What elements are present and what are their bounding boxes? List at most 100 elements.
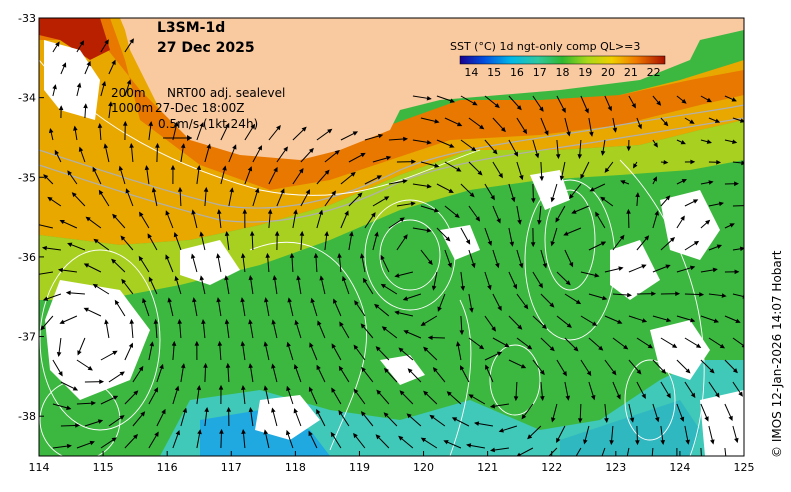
current-arrowhead [635, 192, 640, 198]
current-arrowhead [656, 100, 662, 106]
current-arrowhead [550, 197, 556, 203]
current-arrowhead [403, 234, 408, 240]
current-arrowhead [218, 384, 224, 390]
current-arrowhead [101, 80, 107, 87]
current-arrowhead [690, 317, 696, 323]
current-arrowhead [310, 297, 315, 303]
current-arrowhead [487, 240, 492, 247]
current-arrowhead [182, 407, 188, 413]
current-arrowhead [671, 343, 678, 348]
current-arrowhead [271, 363, 276, 369]
current-arrowhead [309, 342, 314, 348]
current-arrowhead [129, 318, 135, 324]
current-arrowhead [247, 166, 253, 172]
current-arrowhead [641, 393, 646, 399]
current-arrowhead [609, 440, 614, 446]
current-arrowhead [97, 419, 104, 424]
current-arrowhead [313, 252, 319, 258]
current-arrowhead [573, 346, 579, 352]
current-arrowhead [206, 143, 211, 149]
current-arrowhead [333, 298, 338, 304]
current-arrowhead [394, 273, 400, 278]
current-arrowhead [180, 143, 186, 149]
current-arrowhead [199, 121, 204, 128]
current-arrowhead [399, 217, 405, 222]
current-arrowhead [568, 261, 574, 268]
current-arrowhead [180, 363, 186, 369]
current-arrowhead [316, 408, 321, 415]
current-arrowhead [331, 343, 336, 349]
current-arrowhead [87, 365, 93, 371]
current-arrowhead [710, 439, 715, 445]
current-arrowhead [177, 186, 183, 192]
current-arrowhead [305, 189, 311, 195]
colorbar-gradient [459, 55, 666, 65]
current-arrowhead [663, 121, 669, 127]
current-arrowhead [517, 324, 523, 330]
current-arrowhead [272, 275, 278, 281]
current-arrowhead [287, 297, 292, 303]
x-tick-label: 121 [477, 461, 498, 474]
map-title-product: L3SM-1d [157, 20, 225, 36]
current-arrowhead [555, 217, 560, 223]
current-arrowhead [66, 443, 72, 449]
current-arrowhead [175, 429, 180, 436]
current-arrowhead [580, 173, 585, 180]
current-arrowhead [663, 159, 669, 165]
current-arrowhead [147, 233, 152, 239]
current-arrowhead [71, 192, 77, 198]
current-arrowhead [654, 210, 659, 216]
current-arrowhead [240, 297, 245, 303]
current-arrowhead [362, 277, 368, 284]
current-arrowhead [666, 393, 671, 399]
current-arrowhead [406, 413, 412, 419]
current-arrowhead [407, 368, 413, 374]
current-arrowhead [133, 434, 138, 440]
current-arrowhead [58, 371, 63, 377]
current-arrowhead [539, 176, 545, 182]
x-tick-label: 116 [157, 461, 178, 474]
current-arrowhead [712, 267, 718, 273]
current-arrowhead [73, 125, 78, 131]
current-arrowhead [466, 443, 472, 448]
current-arrowhead [308, 147, 314, 154]
current-arrowhead [653, 142, 658, 148]
current-arrowhead [374, 231, 379, 237]
current-arrowhead [170, 164, 176, 170]
current-arrowhead [531, 198, 536, 204]
current-arrowhead [471, 146, 477, 152]
current-arrowhead [216, 208, 222, 215]
current-arrowhead [153, 318, 159, 324]
current-arrowhead [680, 215, 685, 221]
current-arrowhead [98, 189, 104, 196]
current-arrowhead [155, 142, 160, 148]
current-arrowhead [734, 269, 740, 275]
current-arrowhead [437, 306, 442, 312]
current-arrowhead [491, 326, 496, 332]
current-arrowhead [308, 430, 313, 437]
current-arrowhead [83, 307, 89, 313]
colorbar-ticks: 14 15 16 17 18 19 20 21 22 [464, 66, 660, 79]
current-arrowhead [509, 241, 515, 247]
current-arrowhead [474, 421, 480, 426]
current-arrowhead [59, 219, 65, 225]
current-arrowhead [538, 283, 543, 289]
current-arrowhead [129, 142, 134, 148]
current-arrowhead [78, 146, 84, 152]
current-arrowhead [641, 264, 647, 269]
current-arrowhead [420, 321, 426, 326]
current-arrowhead [539, 369, 545, 376]
legend-arrow-scale: 0.5m/s (1kt 24h) [158, 117, 258, 131]
colorbar-tick-label: 14 [464, 66, 478, 79]
current-arrowhead [512, 284, 518, 290]
current-arrowhead [57, 267, 63, 273]
current-arrowhead [739, 246, 744, 252]
current-arrowhead [641, 318, 648, 323]
current-arrowhead [542, 263, 548, 269]
current-arrowhead [577, 418, 583, 424]
current-arrowhead [472, 100, 478, 106]
current-arrowhead [681, 179, 687, 184]
no-data-patch [380, 355, 425, 385]
current-arrowhead [128, 342, 133, 348]
y-tick-label: -38 [18, 410, 36, 423]
